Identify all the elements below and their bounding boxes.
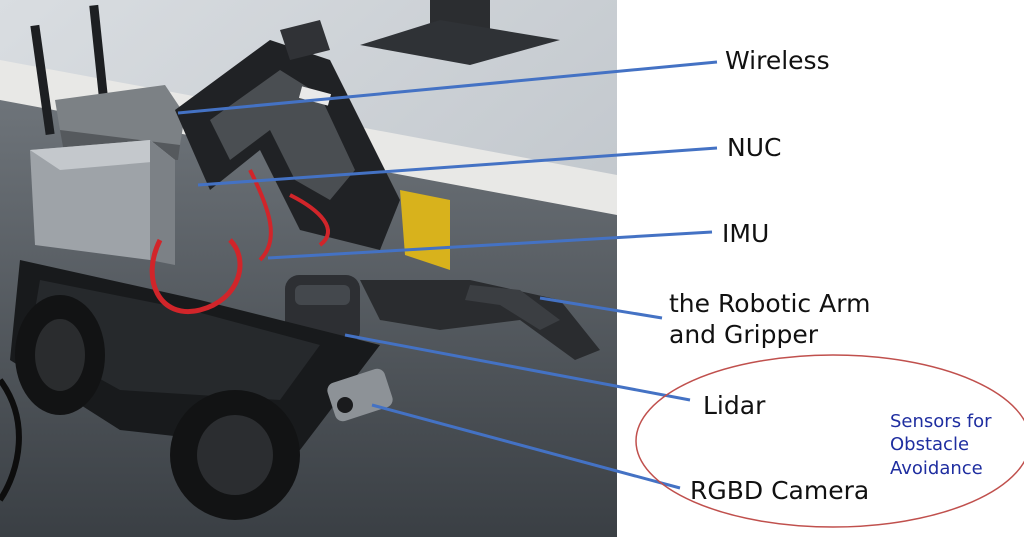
label-lidar: Lidar bbox=[703, 391, 766, 420]
sensors-note-line1: Sensors for bbox=[890, 411, 992, 432]
label-rgbd-camera: RGBD Camera bbox=[690, 476, 870, 505]
label-robotic-arm-line2: and Gripper bbox=[669, 320, 818, 350]
antenna-left bbox=[30, 24, 55, 136]
label-nuc: NUC bbox=[727, 133, 782, 162]
robotic-arm bbox=[175, 40, 400, 250]
lidar-leader-line bbox=[344, 333, 691, 402]
arm-camera bbox=[280, 20, 330, 60]
rgbd-leader-line bbox=[371, 403, 681, 490]
label-imu: IMU bbox=[722, 219, 770, 248]
black-cable bbox=[0, 378, 22, 502]
gripper bbox=[360, 280, 600, 360]
sensors-note-line2: Obstacle bbox=[890, 434, 970, 456]
wireless-leader-line bbox=[177, 60, 718, 115]
red-cable-3 bbox=[289, 193, 330, 247]
nuc-leader-line bbox=[197, 146, 718, 187]
robot-photo bbox=[0, 0, 617, 537]
background-base bbox=[360, 20, 560, 65]
sensors-note-line3: Avoidance bbox=[890, 457, 983, 479]
robot-illustration bbox=[0, 0, 617, 537]
sensors-note: Sensors for Obstacle Avoidance bbox=[890, 410, 1000, 480]
label-wireless: Wireless bbox=[725, 46, 830, 75]
sensors-ellipse bbox=[635, 354, 1024, 528]
arm-leader-line bbox=[539, 296, 663, 320]
red-cable-1 bbox=[149, 238, 243, 314]
label-robotic-arm-line1: the Robotic Arm bbox=[669, 289, 871, 318]
antenna-right bbox=[89, 4, 110, 116]
imu-leader-line bbox=[267, 230, 713, 260]
label-robotic-arm: the Robotic Arm and Gripper bbox=[669, 288, 919, 351]
arm-logo bbox=[298, 86, 332, 106]
